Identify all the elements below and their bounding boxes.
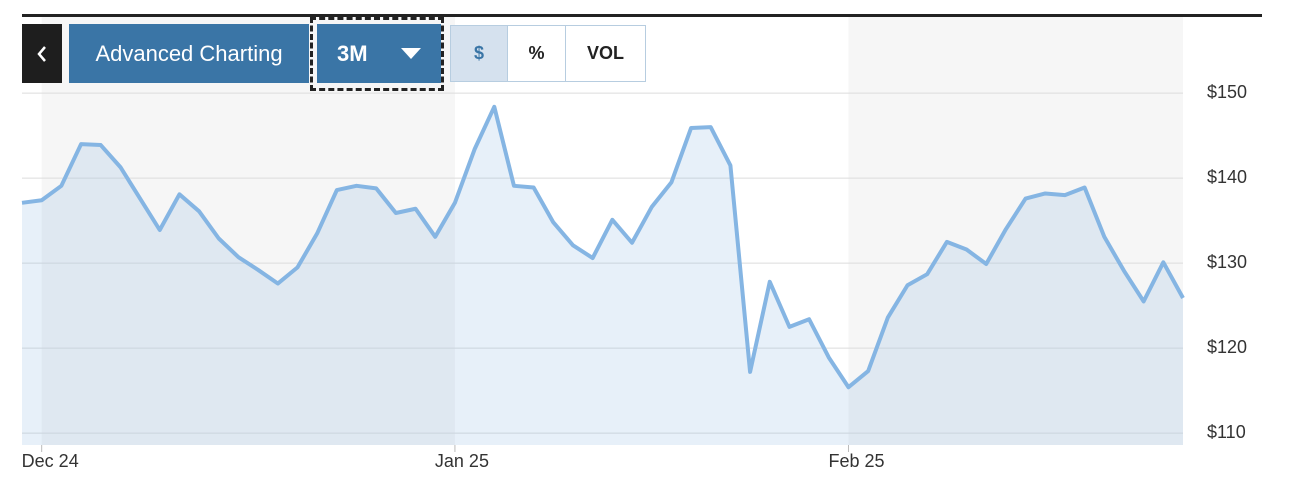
month-band — [848, 17, 1183, 445]
dropdown-arrow — [401, 48, 421, 59]
focus-outline — [310, 17, 444, 91]
mode-button[interactable]: VOL — [566, 25, 646, 82]
x-tick-label: Dec 24 — [22, 451, 79, 471]
mode-button[interactable]: % — [508, 25, 566, 82]
line — [21, 104, 1185, 390]
back-icon — [37, 45, 46, 62]
y-tick-label: $140 — [1207, 167, 1247, 187]
back-button[interactable] — [22, 24, 62, 83]
range-label: 3M — [337, 40, 368, 66]
advanced-charting-button[interactable]: Advanced Charting — [69, 24, 309, 83]
y-tick-label: $110 — [1207, 422, 1246, 442]
y-tick-label: $120 — [1207, 337, 1247, 357]
y-tick-label: $150 — [1207, 82, 1247, 102]
y-tick-label: $130 — [1207, 252, 1247, 272]
area — [22, 106, 1183, 445]
x-tick-label: Feb 25 — [828, 451, 884, 471]
range-dropdown[interactable]: 3M — [317, 24, 441, 83]
mode-button[interactable]: $ — [450, 25, 508, 82]
x-tick-label: Jan 25 — [435, 451, 489, 471]
